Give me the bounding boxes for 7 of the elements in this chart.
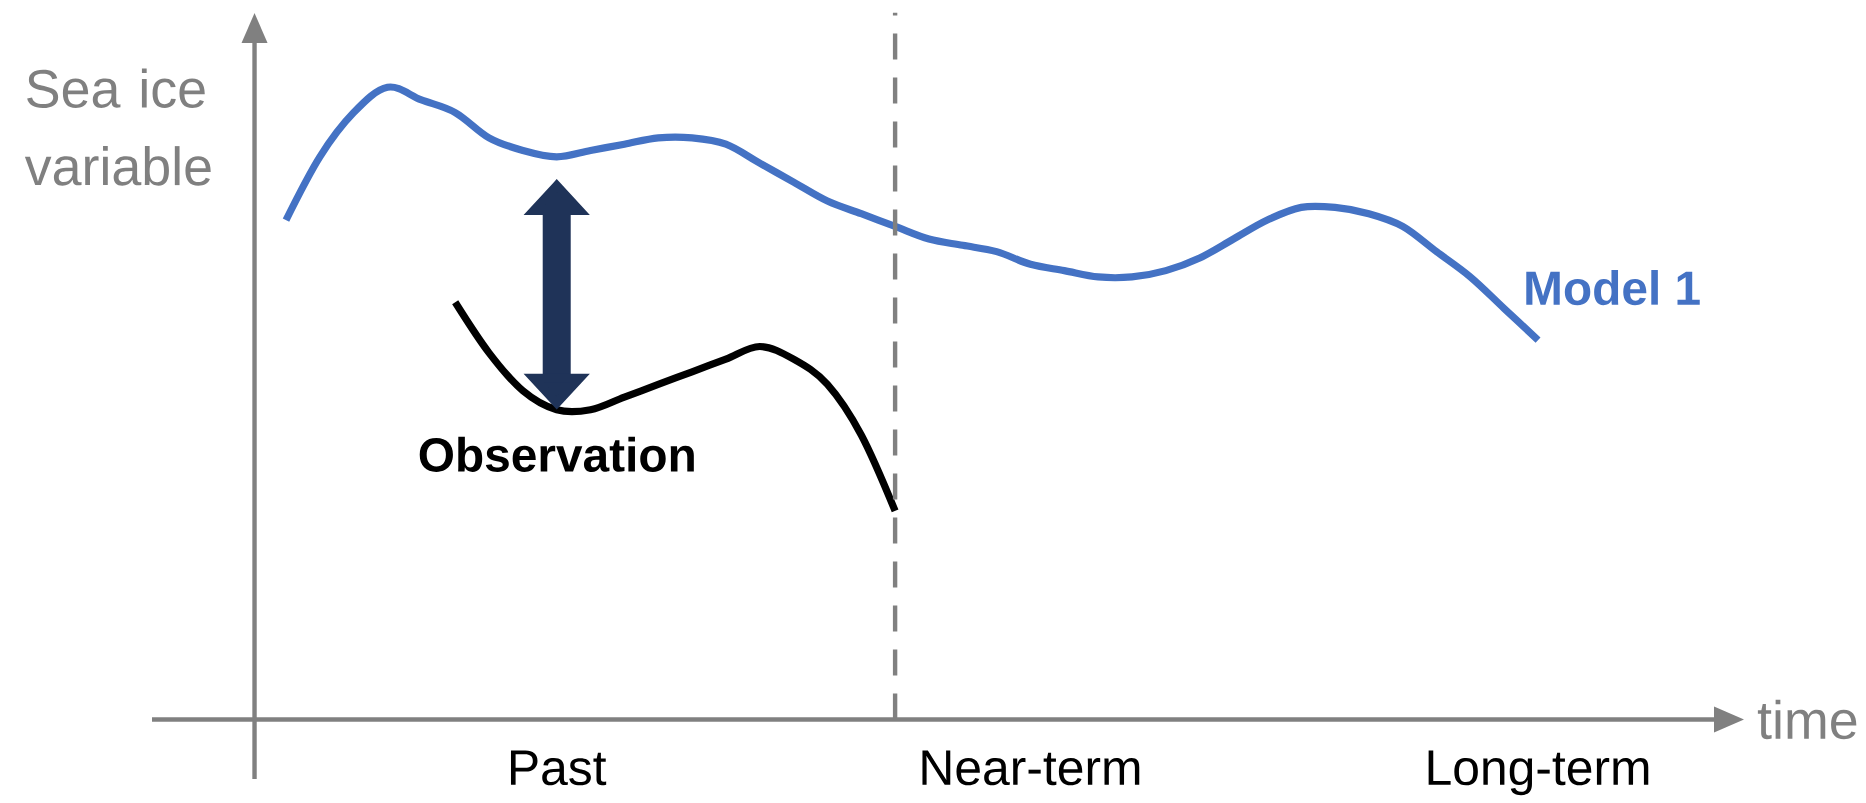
x-axis-title: time [1757,699,1857,740]
series-label: Model 1 [1526,270,1700,306]
y-axis-title: Sea ice variable [24,68,211,186]
x-tick-label: Long-term [1428,750,1649,796]
x-tick-label: Near-term [922,750,1140,786]
x-tick-label: Past [510,750,607,786]
series-label: Observation [419,436,694,472]
